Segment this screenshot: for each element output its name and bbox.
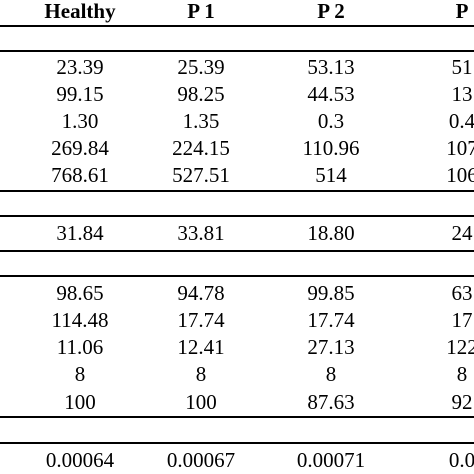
cell: 0.3 bbox=[317, 109, 345, 133]
section-rule bbox=[0, 442, 474, 444]
table-row: 8 8 8 8 bbox=[0, 361, 474, 387]
section-rule bbox=[0, 275, 474, 277]
cell: 99.85 bbox=[307, 281, 355, 305]
cell: 51 bbox=[451, 55, 473, 79]
cell: 18.80 bbox=[307, 221, 355, 245]
cell: 0.0 bbox=[448, 448, 474, 472]
table-header-row: Healthy P 1 P 2 P bbox=[0, 0, 474, 24]
cell: 25.39 bbox=[177, 55, 225, 79]
section-rule bbox=[0, 250, 474, 252]
cell: 17.74 bbox=[307, 308, 355, 332]
cell: 44.53 bbox=[307, 82, 355, 106]
cell: 98.25 bbox=[177, 82, 225, 106]
cell: 24 bbox=[451, 221, 473, 245]
table-row: 11.06 12.41 27.13 122 bbox=[0, 334, 474, 360]
cell: 8 bbox=[325, 362, 337, 386]
section-rule bbox=[0, 416, 474, 418]
cell: 63 bbox=[451, 281, 473, 305]
cell: 31.84 bbox=[56, 221, 104, 245]
header-p1: P 1 bbox=[187, 0, 215, 23]
cell: 94.78 bbox=[177, 281, 225, 305]
table-row: 99.15 98.25 44.53 13 bbox=[0, 81, 474, 107]
cell: 514 bbox=[315, 163, 347, 187]
cell: 0.4 bbox=[448, 109, 474, 133]
table-row: 23.39 25.39 53.13 51 bbox=[0, 54, 474, 80]
header-p3: P bbox=[455, 0, 469, 23]
cell: 92 bbox=[451, 390, 473, 414]
cell: 53.13 bbox=[307, 55, 355, 79]
cell: 0.00064 bbox=[45, 448, 115, 472]
table-row: 100 100 87.63 92 bbox=[0, 389, 474, 415]
header-healthy: Healthy bbox=[44, 0, 116, 23]
section-rule bbox=[0, 215, 474, 217]
header-rule bbox=[0, 25, 474, 27]
table-row: 31.84 33.81 18.80 24 bbox=[0, 220, 474, 246]
table-row: 1.30 1.35 0.3 0.4 bbox=[0, 108, 474, 134]
table-row: 114.48 17.74 17.74 17 bbox=[0, 307, 474, 333]
header-p2: P 2 bbox=[317, 0, 345, 23]
section-rule bbox=[0, 50, 474, 52]
cell: 0.00067 bbox=[166, 448, 236, 472]
cell: 13 bbox=[451, 82, 473, 106]
cell: 269.84 bbox=[51, 136, 109, 160]
cell: 33.81 bbox=[177, 221, 225, 245]
cell: 12.41 bbox=[177, 335, 225, 359]
cell: 11.06 bbox=[56, 335, 104, 359]
cell: 224.15 bbox=[172, 136, 230, 160]
cell: 87.63 bbox=[307, 390, 355, 414]
cell: 106 bbox=[446, 163, 474, 187]
cell: 768.61 bbox=[51, 163, 109, 187]
cell: 107 bbox=[446, 136, 474, 160]
cell: 1.30 bbox=[61, 109, 99, 133]
cell: 122 bbox=[446, 335, 474, 359]
cell: 527.51 bbox=[172, 163, 230, 187]
cell: 17 bbox=[451, 308, 473, 332]
cell: 114.48 bbox=[51, 308, 109, 332]
cell: 27.13 bbox=[307, 335, 355, 359]
cell: 8 bbox=[74, 362, 86, 386]
cell: 99.15 bbox=[56, 82, 104, 106]
cell: 0.00071 bbox=[296, 448, 366, 472]
table-row: 768.61 527.51 514 106 bbox=[0, 162, 474, 188]
cell: 100 bbox=[185, 390, 217, 414]
table-row: 0.00064 0.00067 0.00071 0.0 bbox=[0, 447, 474, 473]
table-row: 98.65 94.78 99.85 63 bbox=[0, 280, 474, 306]
section-rule bbox=[0, 190, 474, 192]
cell: 98.65 bbox=[56, 281, 104, 305]
cell: 8 bbox=[195, 362, 207, 386]
cell: 17.74 bbox=[177, 308, 225, 332]
table-row: 269.84 224.15 110.96 107 bbox=[0, 135, 474, 161]
cell: 23.39 bbox=[56, 55, 104, 79]
cell: 110.96 bbox=[302, 136, 360, 160]
cell: 1.35 bbox=[182, 109, 220, 133]
cell: 8 bbox=[456, 362, 468, 386]
cell: 100 bbox=[64, 390, 96, 414]
